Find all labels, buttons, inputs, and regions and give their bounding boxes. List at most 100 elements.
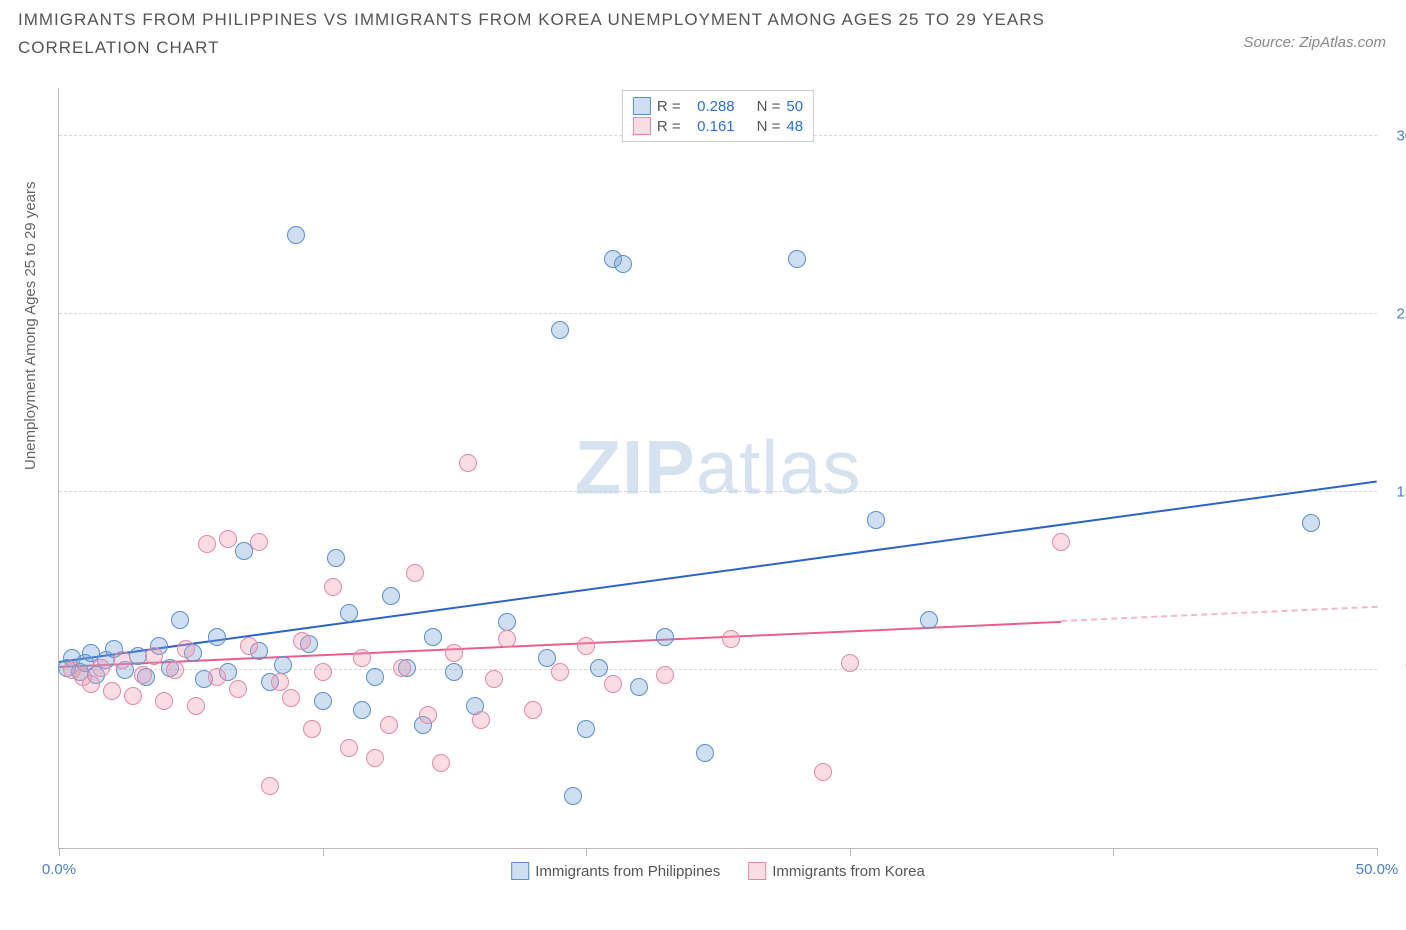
data-point-philippines: [920, 611, 938, 629]
legend-n-label: N =: [757, 98, 781, 115]
legend-row-korea: R = 0.161 N = 48: [633, 116, 803, 136]
data-point-korea: [459, 454, 477, 472]
data-point-korea: [814, 763, 832, 781]
data-point-philippines: [538, 649, 556, 667]
data-point-korea: [261, 777, 279, 795]
data-point-korea: [103, 682, 121, 700]
data-point-philippines: [696, 744, 714, 762]
watermark-light: atlas: [696, 426, 862, 511]
data-point-korea: [187, 697, 205, 715]
legend-item-philippines: Immigrants from Philippines: [511, 862, 720, 880]
data-point-philippines: [366, 668, 384, 686]
data-point-korea: [282, 689, 300, 707]
x-tick: [323, 848, 324, 856]
gridline: [59, 491, 1377, 492]
data-point-korea: [155, 692, 173, 710]
data-point-korea: [551, 663, 569, 681]
legend-swatch-philippines: [511, 862, 529, 880]
data-point-philippines: [656, 628, 674, 646]
y-tick-label: 7.5%: [1384, 661, 1406, 678]
data-point-korea: [177, 640, 195, 658]
legend-swatch-korea: [748, 862, 766, 880]
data-point-korea: [92, 659, 110, 677]
legend-n-value: 50: [786, 98, 803, 115]
data-point-korea: [498, 630, 516, 648]
data-point-korea: [324, 578, 342, 596]
data-point-philippines: [498, 613, 516, 631]
watermark: ZIPatlas: [575, 425, 862, 512]
gridline: [59, 669, 1377, 670]
legend-item-korea: Immigrants from Korea: [748, 862, 925, 880]
legend-n-label: N =: [757, 118, 781, 135]
data-point-korea: [124, 687, 142, 705]
data-point-korea: [208, 668, 226, 686]
data-point-philippines: [314, 692, 332, 710]
data-point-korea: [340, 739, 358, 757]
data-point-philippines: [382, 587, 400, 605]
data-point-korea: [524, 701, 542, 719]
data-point-korea: [82, 675, 100, 693]
data-point-korea: [293, 632, 311, 650]
legend-swatch-korea: [633, 117, 651, 135]
legend-r-value: 0.161: [687, 118, 735, 135]
data-point-korea: [432, 754, 450, 772]
trend-line-korea: [59, 620, 1061, 667]
data-point-korea: [353, 649, 371, 667]
legend-n-value: 48: [786, 118, 803, 135]
data-point-philippines: [867, 511, 885, 529]
data-point-korea: [240, 637, 258, 655]
x-tick-label: 0.0%: [42, 861, 76, 878]
data-point-korea: [303, 720, 321, 738]
x-tick: [586, 848, 587, 856]
data-point-korea: [485, 670, 503, 688]
data-point-korea: [314, 663, 332, 681]
data-point-philippines: [340, 604, 358, 622]
data-point-korea: [577, 637, 595, 655]
data-point-philippines: [208, 628, 226, 646]
legend-row-philippines: R = 0.288 N = 50: [633, 96, 803, 116]
data-point-philippines: [630, 678, 648, 696]
data-point-korea: [145, 647, 163, 665]
y-tick-label: 30.0%: [1384, 127, 1406, 144]
y-tick-label: 15.0%: [1384, 483, 1406, 500]
data-point-korea: [366, 749, 384, 767]
data-point-korea: [656, 666, 674, 684]
data-point-korea: [841, 654, 859, 672]
legend-label: Immigrants from Korea: [772, 863, 925, 880]
data-point-philippines: [577, 720, 595, 738]
legend-label: Immigrants from Philippines: [535, 863, 720, 880]
gridline: [59, 313, 1377, 314]
source-label: Source: ZipAtlas.com: [1243, 34, 1386, 51]
chart-title: IMMIGRANTS FROM PHILIPPINES VS IMMIGRANT…: [18, 6, 1118, 62]
data-point-philippines: [564, 787, 582, 805]
data-point-korea: [271, 673, 289, 691]
data-point-korea: [1052, 533, 1070, 551]
data-point-korea: [198, 535, 216, 553]
data-point-philippines: [235, 542, 253, 560]
scatter-chart: ZIPatlas R = 0.288 N = 50 R = 0.161 N = …: [58, 88, 1377, 849]
series-legend: Immigrants from Philippines Immigrants f…: [511, 862, 925, 880]
x-tick: [1113, 848, 1114, 856]
data-point-korea: [229, 680, 247, 698]
data-point-philippines: [424, 628, 442, 646]
y-tick-label: 22.5%: [1384, 305, 1406, 322]
data-point-korea: [113, 651, 131, 669]
data-point-philippines: [590, 659, 608, 677]
data-point-korea: [722, 630, 740, 648]
data-point-korea: [219, 530, 237, 548]
data-point-philippines: [287, 226, 305, 244]
correlation-legend: R = 0.288 N = 50 R = 0.161 N = 48: [622, 90, 814, 142]
data-point-korea: [419, 706, 437, 724]
x-tick: [1377, 848, 1378, 856]
data-point-korea: [472, 711, 490, 729]
data-point-korea: [393, 659, 411, 677]
data-point-philippines: [551, 321, 569, 339]
legend-swatch-philippines: [633, 97, 651, 115]
data-point-philippines: [171, 611, 189, 629]
data-point-korea: [250, 533, 268, 551]
x-tick-label: 50.0%: [1356, 861, 1399, 878]
data-point-philippines: [353, 701, 371, 719]
data-point-korea: [604, 675, 622, 693]
data-point-korea: [406, 564, 424, 582]
data-point-philippines: [274, 656, 292, 674]
